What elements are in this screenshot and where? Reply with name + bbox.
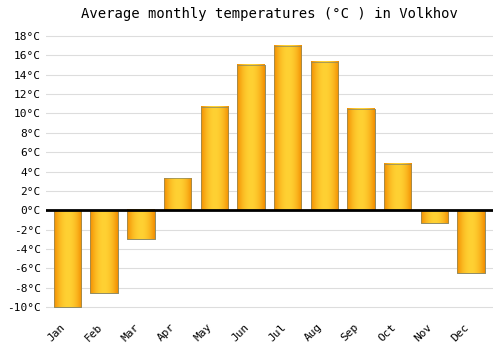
Bar [90,210,118,293]
Bar [310,62,338,210]
Bar [127,210,154,239]
Bar [384,164,411,210]
Bar [274,46,301,210]
Bar [54,210,82,307]
Bar [237,65,264,210]
Bar [458,210,485,273]
Bar [420,210,448,223]
Title: Average monthly temperatures (°C ) in Volkhov: Average monthly temperatures (°C ) in Vo… [81,7,458,21]
Bar [458,210,485,273]
Bar [127,210,154,239]
Bar [54,210,82,307]
Bar [237,65,264,210]
Bar [420,210,448,223]
Bar [274,46,301,210]
Bar [348,108,375,210]
Bar [200,107,228,210]
Bar [164,178,192,210]
Bar [310,62,338,210]
Bar [384,164,411,210]
Bar [348,108,375,210]
Bar [200,107,228,210]
Bar [90,210,118,293]
Bar [164,178,192,210]
